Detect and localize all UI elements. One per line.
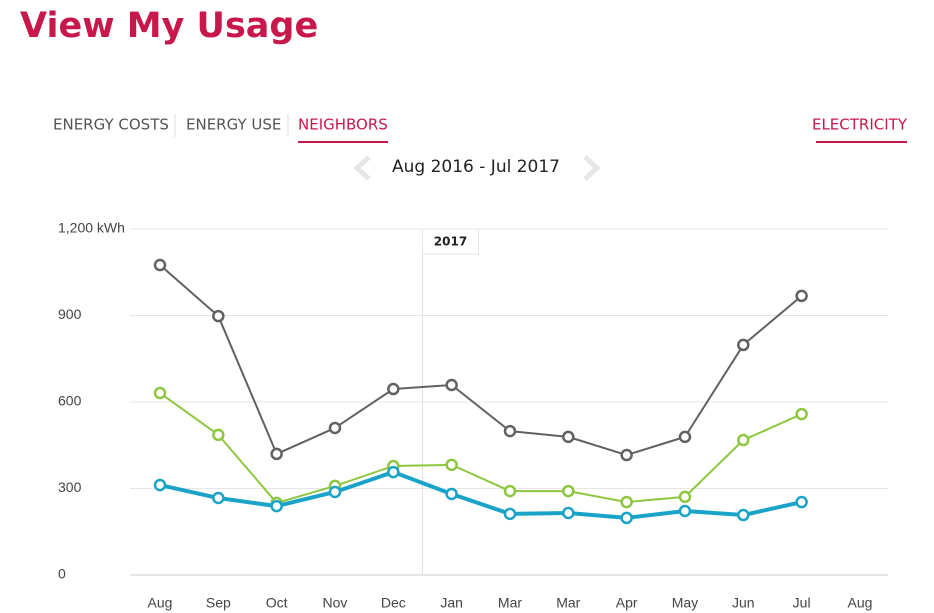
tab-active[interactable]: NEIGHBORS bbox=[298, 116, 388, 134]
data-point bbox=[212, 428, 225, 442]
data-point bbox=[328, 421, 342, 435]
data-point bbox=[153, 386, 167, 400]
data-point bbox=[270, 447, 283, 461]
y-tick-label: 900 bbox=[58, 306, 82, 322]
data-point bbox=[795, 407, 808, 421]
data-point bbox=[212, 309, 225, 323]
series-line bbox=[159, 264, 803, 457]
data-point bbox=[387, 382, 400, 396]
data-point bbox=[503, 484, 517, 498]
x-tick-label: Aug bbox=[148, 595, 173, 611]
tab[interactable]: ENERGY USE bbox=[186, 116, 281, 134]
y-tick-label: 1,200 kWh bbox=[58, 220, 125, 236]
data-point bbox=[503, 507, 517, 521]
data-point bbox=[328, 485, 342, 499]
y-tick-label: 300 bbox=[58, 479, 82, 495]
data-point bbox=[620, 448, 633, 462]
next-arrow[interactable] bbox=[583, 155, 601, 181]
x-tick-label: Oct bbox=[266, 595, 288, 611]
date-range: Aug 2016 - Jul 2017 bbox=[392, 157, 560, 177]
x-tick-label: Sep bbox=[206, 595, 231, 611]
chart: 0 300 600 900 1,200 kWh 2017 Aug Sep Oct Nov Dec Ja… bbox=[58, 220, 888, 611]
series-line bbox=[159, 470, 803, 520]
x-tick-label: Jan bbox=[440, 595, 463, 611]
data-point bbox=[737, 508, 750, 522]
data-point bbox=[562, 430, 575, 444]
x-tick-label: Jun bbox=[732, 595, 755, 611]
data-point bbox=[387, 465, 400, 479]
page-title: View My Usage bbox=[20, 6, 318, 46]
x-tick-label: Jul bbox=[793, 595, 811, 611]
data-point bbox=[503, 424, 517, 438]
x-tick-label: Aug bbox=[847, 595, 872, 611]
x-tick-label: Apr bbox=[616, 595, 638, 611]
data-point bbox=[153, 478, 167, 492]
data-point bbox=[678, 490, 692, 504]
y-tick-label: 600 bbox=[58, 393, 82, 409]
data-point bbox=[445, 487, 458, 501]
fuel-tab[interactable]: ELECTRICITY bbox=[812, 116, 908, 134]
data-point bbox=[445, 458, 458, 472]
data-point bbox=[153, 258, 167, 272]
x-tick-label: Mar bbox=[498, 595, 522, 611]
data-point bbox=[620, 511, 633, 525]
data-point bbox=[270, 499, 283, 513]
y-tick-label: 0 bbox=[58, 566, 66, 582]
data-point bbox=[620, 495, 633, 509]
x-tick-label: Mar bbox=[556, 595, 580, 611]
year-badge bbox=[421, 228, 479, 255]
x-tick-label: May bbox=[672, 595, 698, 611]
data-point bbox=[737, 433, 750, 447]
series-line bbox=[159, 392, 803, 504]
data-point bbox=[562, 484, 575, 498]
x-tick-label: Nov bbox=[323, 595, 348, 611]
x-tick-label: Dec bbox=[381, 595, 406, 611]
data-point bbox=[562, 506, 575, 520]
data-point bbox=[445, 378, 458, 392]
data-point bbox=[737, 338, 750, 352]
year-label: 2017 bbox=[434, 235, 467, 249]
data-point bbox=[795, 495, 808, 509]
prev-arrow[interactable] bbox=[353, 155, 371, 181]
data-point bbox=[795, 289, 808, 303]
data-point bbox=[678, 430, 692, 444]
data-point bbox=[212, 491, 225, 505]
tab[interactable]: ENERGY COSTS bbox=[53, 116, 169, 134]
data-point bbox=[678, 504, 692, 518]
